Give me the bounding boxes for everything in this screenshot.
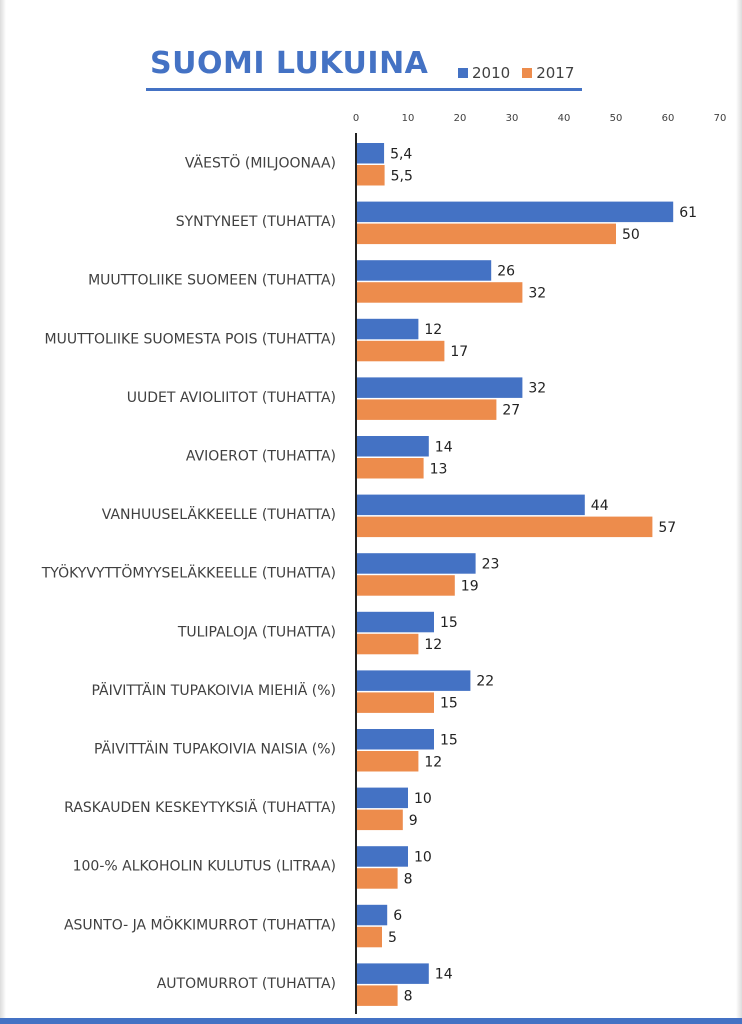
bottom-accent-bar [0,1018,742,1024]
bar-2010 [356,729,434,750]
category-label: PÄIVITTÄIN TUPAKOIVIA NAISIA (%) [94,740,336,758]
bar-2017 [356,633,419,655]
bar-2010 [356,787,408,809]
category-label: SYNTYNEET (TUHATTA) [176,214,336,230]
x-tick-label: 70 [714,113,727,124]
bar-2010 [356,611,434,633]
data-label-2010: 15 [440,732,458,748]
category-label: AVIOEROT (TUHATTA) [186,449,336,465]
chart-legend: 2010 2017 [458,64,586,82]
bar-2017 [356,516,653,538]
category-label: MUUTTOLIIKE SUOMESTA POIS (TUHATTA) [45,331,336,347]
data-label-2017: 50 [622,227,640,243]
category-label: TYÖKYVYTTÖMYYSELÄKKEELLE (TUHATTA) [41,564,336,582]
bar-2017 [356,399,497,420]
category-label: 100-% ALKOHOLIN KULUTUS (LITRAA) [73,859,336,875]
legend-item-2010: 2010 [458,64,510,82]
bar-2010 [356,436,429,457]
data-label-2017: 13 [430,461,448,477]
data-label-2010: 26 [497,263,515,279]
legend-swatch-2010 [458,68,468,78]
data-label-2010: 23 [482,556,500,572]
bar-2010 [356,963,429,984]
data-label-2017: 5 [388,930,397,946]
x-tick-label: 10 [402,113,415,124]
legend-item-2017: 2017 [522,64,574,82]
right-frame-edge [736,0,742,1024]
data-label-2017: 17 [450,344,468,360]
category-label: VANHUUSELÄKKEELLE (TUHATTA) [102,505,336,523]
data-label-2010: 15 [440,615,458,631]
bar-2017 [356,926,382,948]
data-label-2017: 57 [658,520,676,536]
data-label-2017: 12 [424,754,442,770]
data-label-2010: 6 [393,908,402,924]
bar-2010 [356,143,385,164]
bar-2017 [356,751,419,772]
x-tick-label: 30 [506,113,519,124]
bar-2017 [356,868,398,889]
bar-2010 [356,318,419,340]
data-label-2017: 12 [424,637,442,653]
data-label-2010: 5,4 [390,146,412,162]
bar-2017 [356,458,424,479]
category-label: RASKAUDEN KESKEYTYKSIÄ (TUHATTA) [64,798,336,816]
left-frame-edge [0,0,6,1024]
bar-2010 [356,670,471,691]
bar-2017 [356,575,455,596]
data-label-2017: 15 [440,696,458,712]
x-tick-label: 20 [454,113,467,124]
bar-2010 [356,904,388,926]
category-label: PÄIVITTÄIN TUPAKOIVIA MIEHIÄ (%) [91,681,336,699]
legend-label-2017: 2017 [536,64,575,82]
x-tick-label: 0 [353,113,359,124]
category-label: TULIPALOJA (TUHATTA) [177,624,336,640]
title-underline [146,88,582,91]
data-label-2017: 9 [409,813,418,829]
category-label: UUDET AVIOLIITOT (TUHATTA) [127,390,336,406]
bar-2017 [356,340,445,362]
chart-title: SUOMI LUKUINA [150,46,429,81]
x-tick-label: 40 [558,113,571,124]
bar-2010 [356,494,585,516]
bar-2010 [356,846,408,867]
bar-2010 [356,553,476,574]
bar-2017 [356,692,434,713]
category-label: VÄESTÖ (MILJOONAA) [185,154,336,172]
data-label-2010: 14 [435,967,453,983]
bar-2010 [356,201,674,223]
category-label: ASUNTO- JA MÖKKIMURROT (TUHATTA) [64,915,336,933]
data-label-2017: 5,5 [391,168,413,184]
bar-2010 [356,260,492,281]
data-label-2010: 22 [476,674,494,690]
legend-label-2010: 2010 [472,64,511,82]
bar-2017 [356,985,398,1006]
category-label: MUUTTOLIIKE SUOMEEN (TUHATTA) [88,273,336,289]
data-label-2010: 61 [679,205,697,221]
data-label-2010: 12 [424,322,442,338]
bar-2017 [356,809,403,831]
x-tick-label: 60 [662,113,675,124]
data-label-2017: 32 [528,285,546,301]
bar-2010 [356,377,523,398]
x-tick-label: 50 [610,113,623,124]
data-label-2010: 32 [528,381,546,397]
bar-2017 [356,165,385,186]
data-label-2017: 19 [461,578,479,594]
category-label: AUTOMURROT (TUHATTA) [157,976,336,992]
data-label-2017: 8 [404,989,413,1005]
data-label-2010: 10 [414,849,432,865]
bar-2017 [356,223,616,245]
data-label-2017: 27 [502,403,520,419]
data-label-2010: 10 [414,791,432,807]
legend-swatch-2017 [522,68,533,78]
data-label-2010: 14 [435,439,453,455]
data-label-2010: 44 [591,498,609,514]
bar-2017 [356,282,523,303]
data-label-2017: 8 [404,871,413,887]
